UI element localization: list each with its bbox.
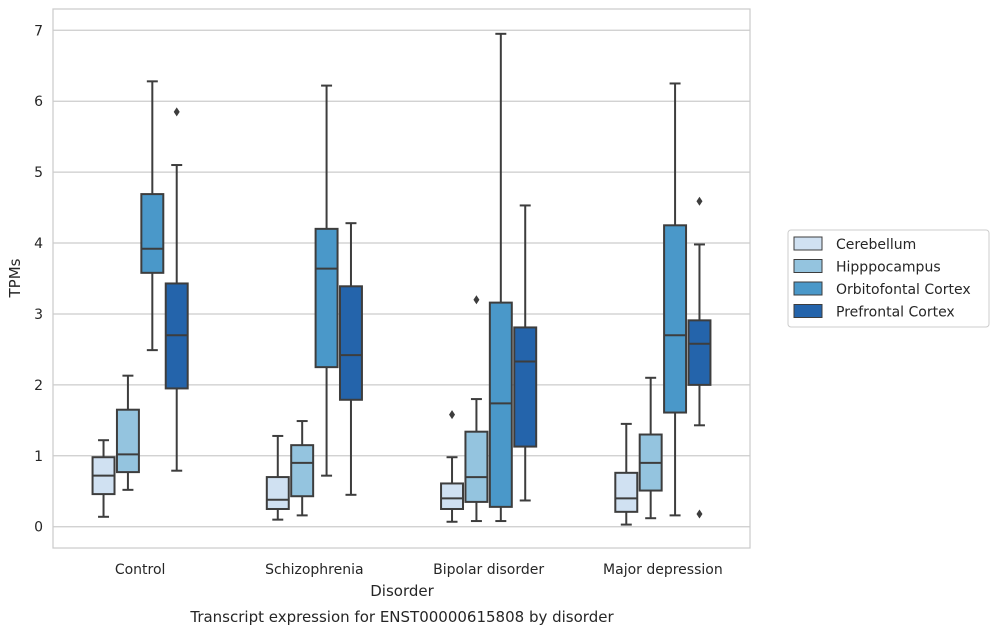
outlier-point — [473, 295, 480, 305]
y-tick-labels: 0 1 2 3 4 5 6 7 — [34, 23, 43, 535]
outlier-point — [173, 107, 180, 117]
box-orbitofontal-cortex — [314, 84, 339, 477]
box-prefrontal-cortex — [338, 222, 363, 496]
y-gridlines — [53, 29, 750, 528]
box-iqr — [338, 285, 363, 401]
y-tick-label: 0 — [34, 520, 43, 536]
box-hipppocampus — [115, 374, 140, 491]
legend-frame — [787, 229, 990, 328]
box-cerebellum — [265, 434, 290, 521]
legend-label: Orbitofontal Cortex — [836, 282, 971, 298]
box-iqr — [687, 319, 712, 386]
box-cerebellum — [91, 439, 116, 518]
box-hipppocampus — [290, 420, 315, 517]
x-tick-labels: Control Schizophrenia Bipolar disorder Majo… — [115, 562, 723, 578]
box-prefrontal-cortex — [513, 204, 538, 502]
y-tick-label: 3 — [34, 307, 43, 323]
box-iqr — [314, 227, 339, 369]
legend-swatch — [793, 281, 823, 296]
legend-label: Hipppocampus — [836, 260, 941, 276]
y-tick-label: 7 — [34, 23, 43, 39]
box-prefrontal-cortex — [687, 196, 712, 519]
box-iqr — [513, 326, 538, 448]
legend-swatch — [793, 304, 823, 318]
box-orbitofontal-cortex — [488, 32, 513, 523]
x-tick-label: Schizophrenia — [265, 562, 363, 578]
y-tick-label: 6 — [34, 94, 43, 110]
legend-label: Cerebellum — [836, 237, 916, 253]
box-hipppocampus — [638, 376, 663, 520]
box-iqr — [290, 444, 315, 498]
y-tick-label: 2 — [34, 378, 43, 394]
box-prefrontal-cortex — [164, 107, 189, 472]
box-iqr — [140, 193, 165, 274]
x-tick-label: Control — [115, 562, 166, 578]
box-orbitofontal-cortex — [140, 80, 165, 352]
legend-swatch — [793, 236, 823, 251]
legend: Cerebellum Hipppocampus Orbitofontal Corte… — [787, 229, 990, 328]
box-iqr — [488, 301, 513, 508]
box-iqr — [440, 482, 465, 510]
y-tick-label: 5 — [34, 165, 43, 181]
box-groups — [91, 32, 712, 526]
box-cerebellum — [440, 410, 465, 523]
box-iqr — [265, 476, 290, 510]
box-orbitofontal-cortex — [663, 82, 688, 517]
box-hipppocampus — [464, 295, 489, 523]
box-iqr — [115, 408, 140, 474]
plot-area — [52, 8, 751, 549]
outlier-point — [696, 196, 703, 206]
x-tick-label: Bipolar disorder — [433, 562, 544, 578]
chart-caption: Transcript expression for ENST0000061580… — [189, 608, 614, 626]
box-iqr — [614, 471, 639, 513]
box-iqr — [663, 224, 688, 414]
box-iqr — [464, 430, 489, 503]
y-axis-label: TPMs — [6, 258, 24, 298]
outlier-point — [449, 410, 456, 420]
legend-swatch — [793, 259, 823, 273]
x-axis-label: Disorder — [370, 582, 434, 600]
y-tick-label: 4 — [34, 236, 43, 252]
x-tick-label: Major depression — [603, 562, 723, 578]
box-cerebellum — [614, 422, 639, 526]
y-tick-label: 1 — [34, 449, 43, 465]
outlier-point — [696, 509, 703, 519]
legend-label: Prefrontal Cortex — [836, 305, 955, 321]
